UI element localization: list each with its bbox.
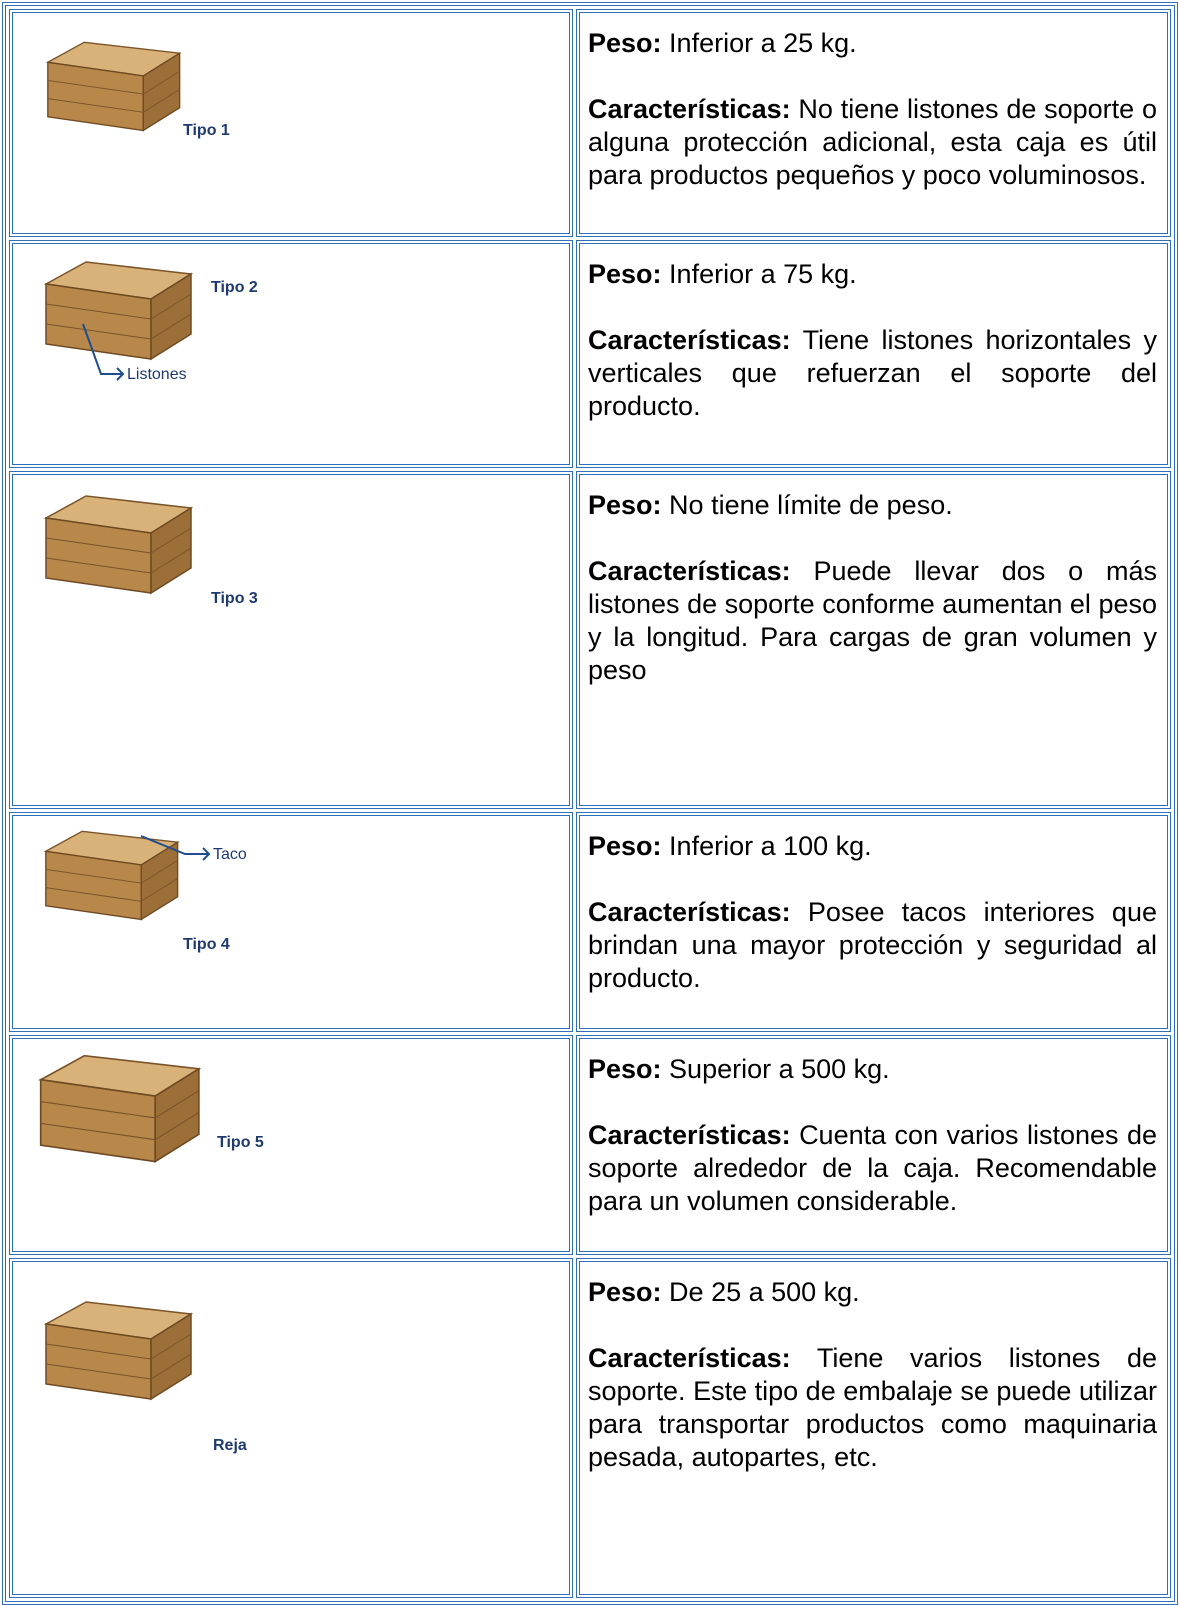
features: Puede llevar dos o más listones de sopor… [588, 556, 1157, 685]
label: Características: [588, 325, 791, 355]
image-label: Tipo 2 [211, 279, 258, 296]
weight: Superior a 500 kg. [669, 1054, 890, 1084]
label: Características: [588, 1120, 791, 1150]
label: Características: [588, 94, 791, 124]
text-cell: Peso: De 25 a 500 kg. Características: T… [576, 1258, 1171, 1598]
crate-illustration: Reja [44, 1300, 247, 1454]
image-label: Tipo 5 [217, 1134, 264, 1151]
label: Características: [588, 556, 791, 586]
image-cell: Tipo 1 [9, 9, 573, 237]
image-label: Listones [127, 366, 187, 383]
label: Características: [588, 897, 791, 927]
row: Tipo 3 Peso: No tiene límite de peso. Ca… [9, 471, 1171, 809]
weight: Inferior a 75 kg. [669, 259, 857, 289]
label: Peso: [588, 831, 662, 861]
crate-illustration: Tipo 3 [45, 495, 258, 607]
label: Peso: [588, 28, 662, 58]
text-cell: Peso: No tiene límite de peso. Caracterí… [576, 471, 1171, 809]
crate-illustration: Tipo 5 [39, 1054, 264, 1163]
features: Posee tacos interiores que brindan una m… [588, 897, 1157, 993]
image-label: Tipo 4 [183, 936, 230, 953]
crate-illustration: Taco Tipo 4 [45, 830, 247, 953]
label: Características: [588, 1343, 791, 1373]
image-cell: Tipo 2 Listones [9, 240, 573, 468]
features: No tiene listones de soporte o alguna pr… [588, 94, 1157, 190]
row: Tipo 1 Peso: Inferior a 25 kg. Caracterí… [9, 9, 1171, 237]
image-cell: Tipo 5 [9, 1035, 573, 1255]
row: Tipo 5 Peso: Superior a 500 kg. Caracter… [9, 1035, 1171, 1255]
label: Peso: [588, 1054, 662, 1084]
image-label: Tipo 3 [211, 590, 258, 607]
row: Taco Tipo 4 Peso: Inferior a 100 kg. Car… [9, 812, 1171, 1032]
image-cell: Taco Tipo 4 [9, 812, 573, 1032]
features: Tiene varios listones de soporte. Este t… [588, 1343, 1157, 1472]
row: Reja Peso: De 25 a 500 kg. Característic… [9, 1258, 1171, 1598]
features: Tiene listones horizontales y verticales… [588, 325, 1157, 421]
crate-illustration: Tipo 1 [47, 41, 230, 139]
weight: No tiene límite de peso. [669, 490, 953, 520]
label: Peso: [588, 259, 662, 289]
image-label: Taco [213, 846, 247, 863]
image-cell: Reja [9, 1258, 573, 1598]
label: Peso: [588, 1277, 662, 1307]
crate-illustration: Tipo 2 Listones [45, 261, 258, 383]
text-cell: Peso: Inferior a 75 kg. Características:… [576, 240, 1171, 468]
text-cell: Peso: Superior a 500 kg. Características… [576, 1035, 1171, 1255]
weight: Inferior a 100 kg. [669, 831, 872, 861]
features: Cuenta con varios listones de soporte al… [588, 1120, 1157, 1216]
image-label: Reja [213, 1437, 247, 1454]
image-cell: Tipo 3 [9, 471, 573, 809]
weight: Inferior a 25 kg. [669, 28, 857, 58]
label: Peso: [588, 490, 662, 520]
text-cell: Peso: Inferior a 25 kg. Características:… [576, 9, 1171, 237]
image-label: Tipo 1 [183, 122, 230, 139]
weight: De 25 a 500 kg. [669, 1277, 860, 1307]
text-cell: Peso: Inferior a 100 kg. Características… [576, 812, 1171, 1032]
row: Tipo 2 Listones Peso: Inferior a 75 kg. … [9, 240, 1171, 468]
